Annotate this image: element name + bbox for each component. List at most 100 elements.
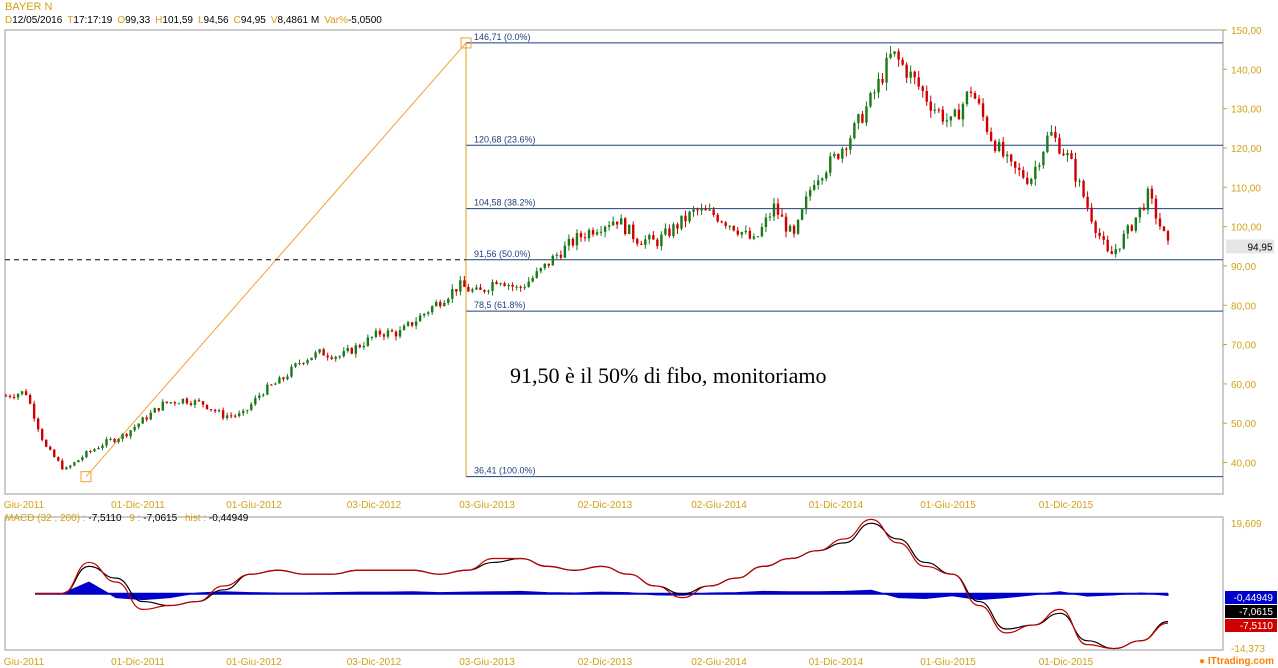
candle — [1042, 150, 1045, 169]
candle-body — [1086, 196, 1089, 208]
candle — [941, 105, 945, 125]
y-tick-label: 120,00 — [1231, 144, 1262, 155]
candle-body — [668, 228, 671, 236]
candle-body — [69, 465, 72, 468]
candle-body — [716, 214, 719, 222]
candle-body — [764, 217, 768, 227]
candle — [519, 285, 522, 292]
candle-body — [318, 349, 321, 353]
candle-body — [531, 277, 534, 282]
macd-value-label: -0,44949 — [1234, 593, 1274, 604]
candle-body — [563, 245, 567, 258]
candle-body — [644, 239, 647, 245]
candle-body — [105, 439, 108, 446]
candle-body — [889, 53, 892, 58]
candle-body — [628, 224, 631, 235]
price-panel-frame — [4, 29, 1224, 495]
candle — [1050, 125, 1053, 137]
candle-body — [85, 451, 88, 458]
candle-body — [519, 286, 522, 288]
candle-body — [776, 203, 780, 215]
macd-line — [35, 518, 1169, 650]
candle-body — [133, 426, 136, 431]
candle-body — [1094, 221, 1097, 233]
candle-body — [302, 362, 305, 364]
y-tick-label: 60,00 — [1231, 380, 1256, 391]
candle — [479, 283, 482, 291]
candle — [816, 174, 820, 190]
candle-body — [1038, 165, 1041, 167]
candle-body — [925, 91, 928, 102]
candle — [531, 275, 534, 283]
candle-body — [547, 263, 551, 266]
candle — [829, 152, 832, 177]
candle — [1014, 161, 1017, 174]
x-tick-label: 01-Giu-2015 — [920, 657, 976, 668]
candle — [1154, 194, 1158, 225]
macd-value-label: -7,5110 — [1240, 621, 1274, 632]
candle — [338, 355, 341, 360]
candle-body — [1162, 226, 1166, 232]
candle-body — [941, 109, 945, 122]
y-tick-label: 40,00 — [1231, 459, 1256, 470]
candle-body — [708, 209, 711, 211]
candle-body — [784, 216, 788, 232]
candle — [487, 289, 490, 295]
candle-body — [1062, 153, 1065, 156]
candle-body — [242, 410, 245, 414]
candle-body — [499, 283, 502, 285]
candle — [845, 147, 848, 157]
candle-body — [97, 448, 100, 450]
candle — [917, 71, 920, 90]
candle-body — [229, 415, 233, 417]
last-price-box — [1226, 239, 1274, 254]
candle — [756, 235, 760, 238]
candle — [322, 347, 325, 356]
candle — [16, 393, 20, 401]
candle-body — [20, 391, 24, 394]
candle-body — [539, 268, 542, 272]
x-tick-label: 01-Dic-2011 — [111, 500, 165, 511]
candle — [1134, 217, 1138, 233]
candle — [129, 429, 132, 440]
candle — [1106, 235, 1109, 253]
candle — [768, 212, 772, 222]
candle — [744, 225, 748, 235]
candle — [949, 116, 953, 127]
candle-body — [869, 92, 872, 107]
candle — [157, 408, 160, 413]
candle — [1158, 212, 1162, 230]
quote-key: Var% — [324, 15, 348, 26]
candle-body — [65, 467, 68, 470]
candle — [8, 394, 12, 399]
candle-body — [326, 355, 329, 358]
candle — [330, 355, 333, 361]
quote-key: H — [155, 15, 163, 26]
candle-body — [841, 148, 844, 159]
candle-body — [1166, 231, 1170, 241]
candle — [306, 358, 309, 366]
candle — [439, 299, 442, 309]
candle-body — [197, 400, 201, 402]
watermark-logo: ● ITtrading.com — [1199, 656, 1274, 667]
candle — [776, 198, 780, 220]
candle — [113, 438, 116, 443]
candle — [362, 342, 366, 350]
candle — [833, 151, 836, 159]
candle-body — [157, 408, 160, 411]
candle — [989, 127, 993, 142]
candle-body — [825, 172, 828, 179]
candle — [993, 139, 997, 153]
candle-body — [796, 219, 800, 234]
candle — [422, 313, 426, 318]
candle — [1026, 171, 1029, 186]
fib-level-label: 104,58 (38.2%) — [474, 198, 536, 208]
candle-body — [957, 109, 961, 120]
candle-body — [575, 233, 579, 246]
candle — [644, 235, 647, 249]
candle — [563, 241, 567, 259]
candle-body — [877, 78, 880, 93]
candle — [1118, 248, 1121, 253]
candle-body — [993, 140, 997, 152]
